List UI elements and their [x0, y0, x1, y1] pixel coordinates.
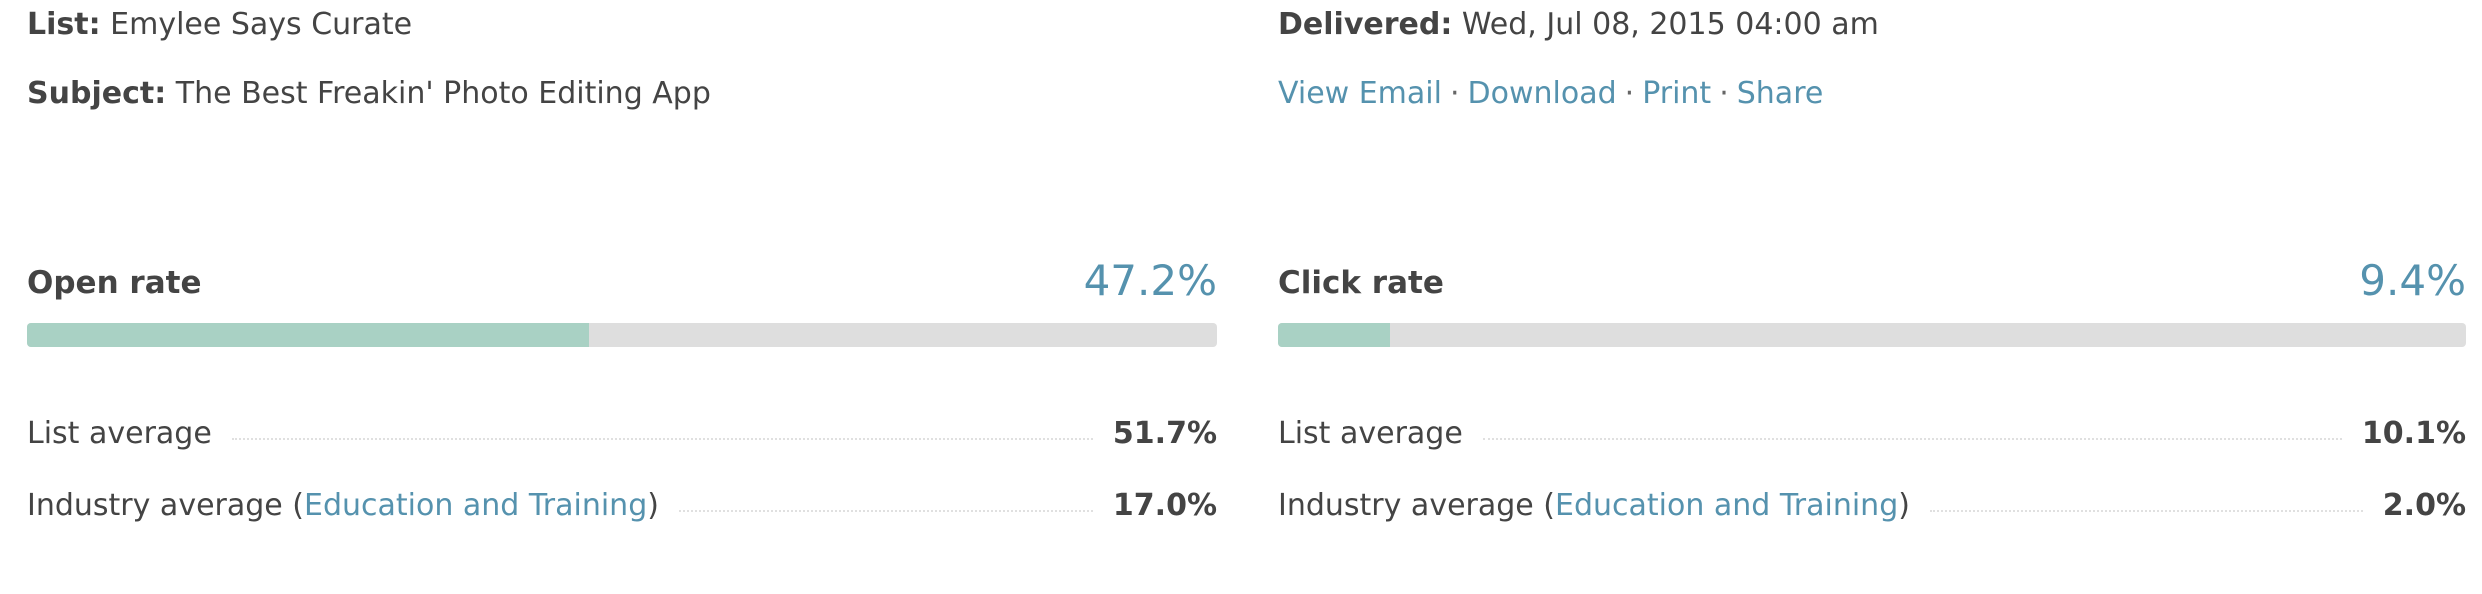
rate-bar [1278, 323, 1390, 347]
separator: · [1719, 76, 1729, 111]
list-average-value: 10.1% [2361, 416, 2466, 451]
links: View Email · Download · Print · Share [1278, 74, 1823, 114]
industry-label: Industry average ( [1278, 488, 1555, 523]
email-link[interactable]: Share [1736, 76, 1824, 111]
rate-bar [27, 323, 589, 347]
delivered-value: Wed, Jul 08, 2015 04:00 am [1461, 7, 1879, 42]
email-link[interactable]: Download [1467, 76, 1617, 111]
industry-average-label: Industry average (Education and Training… [1278, 486, 1910, 526]
separator: · [1449, 76, 1460, 111]
list-average-row: List average 10.1% [1278, 414, 2466, 454]
list-average-label: List average [27, 416, 212, 451]
industry-average-label: Industry average (Education and Training… [27, 486, 659, 526]
industry-average-row: Industry average (Education and Training… [1278, 486, 2466, 526]
separator: · [1624, 76, 1635, 111]
leader [1929, 510, 2363, 512]
rate-track [27, 323, 1217, 347]
list-average-value: 51.7% [1112, 416, 1217, 451]
subject-label: Subject: [27, 76, 167, 111]
metric-label: Click rate [1278, 265, 1444, 301]
industry-close: ) [1898, 488, 1910, 523]
leader [1482, 438, 2342, 440]
industry-close: ) [647, 488, 659, 523]
list-label: List: [27, 7, 101, 42]
list-average-row: List average 51.7% [27, 414, 1217, 454]
metric-rate: 47.2% [1083, 256, 1217, 305]
delivered-label: Delivered: [1278, 7, 1453, 42]
delivered-line: Delivered: Wed, Jul 08, 2015 04:00 am [1278, 5, 1879, 45]
list-value: Emylee Says Curate [110, 7, 413, 42]
metric-panel: Click rate 9.4% List average 10.1% Industry … [1278, 250, 2466, 550]
industry-link[interactable]: Education and Training [304, 488, 648, 523]
leader [678, 510, 1093, 512]
subject-line: Subject: The Best Freakin' Photo Editing… [27, 74, 711, 114]
list-average-label: List average [1278, 416, 1463, 451]
leader [231, 438, 1093, 440]
rate-track [1278, 323, 2466, 347]
metric-rate: 9.4% [2359, 256, 2466, 305]
email-link[interactable]: Print [1642, 76, 1712, 111]
industry-average-value: 2.0% [2382, 488, 2466, 523]
subject-value: The Best Freakin' Photo Editing App [175, 76, 711, 111]
industry-label: Industry average ( [27, 488, 304, 523]
industry-average-row: Industry average (Education and Training… [27, 486, 1217, 526]
email-link[interactable]: View Email [1278, 76, 1442, 111]
industry-link[interactable]: Education and Training [1555, 488, 1899, 523]
metric-panel: Open rate 47.2% List average 51.7% Industry … [27, 250, 1217, 550]
list-line: List: Emylee Says Curate [27, 5, 412, 45]
metric-label: Open rate [27, 265, 202, 301]
industry-average-value: 17.0% [1112, 488, 1217, 523]
